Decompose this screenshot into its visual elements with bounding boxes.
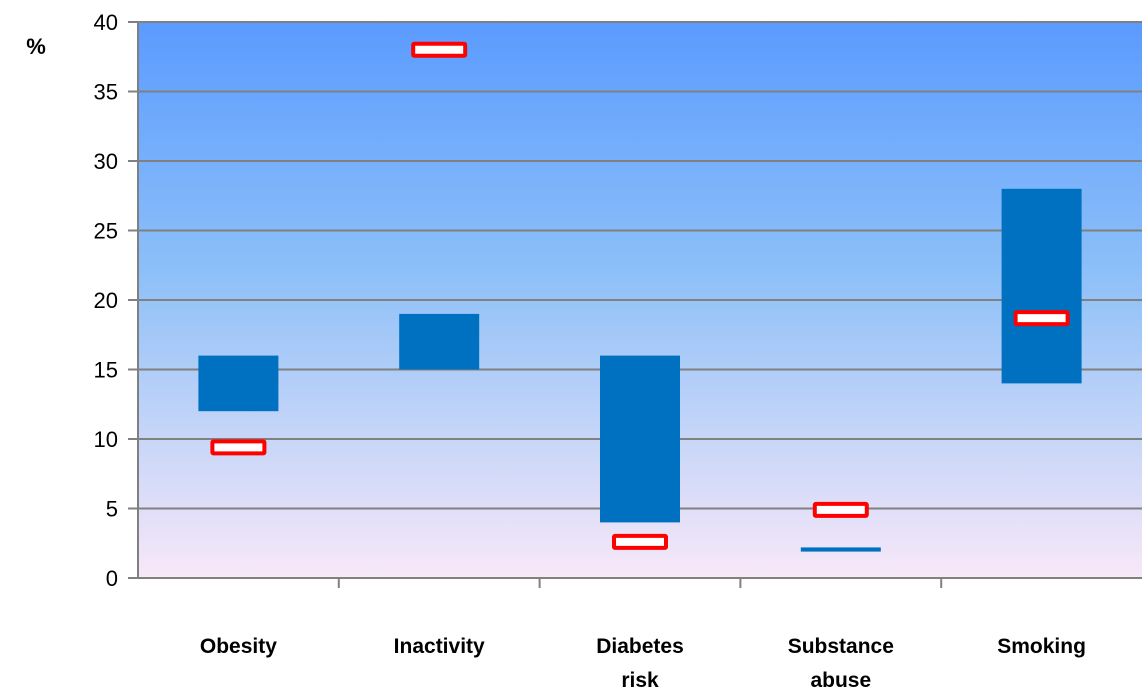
axes: [128, 21, 1142, 588]
y-tick-label: 25: [94, 219, 118, 244]
x-category-label: Smoking: [997, 635, 1086, 658]
range-bar: [800, 547, 881, 552]
x-category-label: Diabetes risk: [596, 635, 684, 692]
y-axis-label: %: [26, 34, 46, 59]
range-bar: [1001, 188, 1082, 384]
range-bar: [399, 313, 480, 370]
marker: [210, 439, 267, 456]
y-tick-label: 5: [106, 497, 118, 522]
y-tick-label: 20: [94, 288, 118, 313]
labels: % 0 5 10 15 20 25 30 35 40 Obesity Inactivity Diabe…: [26, 10, 1086, 692]
marker: [411, 41, 468, 58]
bars: [198, 188, 1082, 552]
y-tick-label: 40: [94, 10, 118, 35]
y-tick-label: 35: [94, 80, 118, 105]
markers: [210, 41, 1070, 550]
y-tick-label: 15: [94, 358, 118, 383]
marker: [812, 501, 869, 518]
x-category-label: Obesity: [200, 635, 277, 658]
y-tick-label: 10: [94, 427, 118, 452]
marker: [1013, 310, 1070, 327]
x-category-label: Substance abuse: [788, 635, 894, 692]
x-category-label: Inactivity: [394, 635, 485, 658]
range-bar: [198, 355, 279, 412]
y-tick-label: 30: [94, 149, 118, 174]
marker: [612, 533, 668, 550]
range-bar: [600, 355, 680, 523]
y-tick-label: 0: [106, 566, 118, 591]
